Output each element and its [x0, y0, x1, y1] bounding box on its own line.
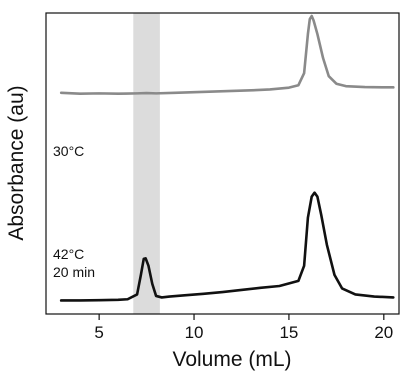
plot-frame — [45, 12, 400, 315]
series-line-1 — [59, 191, 395, 302]
series-layer — [59, 14, 395, 302]
axes-layer — [45, 12, 400, 315]
x-tick-label: 5 — [94, 323, 103, 342]
annotation-20min: 20 min — [53, 264, 95, 280]
x-ticks-layer: 5 10 15 20 — [94, 314, 393, 342]
annotation-30c: 30°C — [53, 143, 84, 159]
shaded-region-layer — [133, 13, 160, 314]
series-line-0 — [59, 14, 395, 95]
annotation-42c: 42°C — [53, 246, 84, 262]
x-tick-label: 15 — [279, 323, 298, 342]
y-axis-title: Absorbance (au) — [5, 85, 28, 240]
x-tick-label: 20 — [374, 323, 393, 342]
x-tick-label: 10 — [185, 323, 204, 342]
shaded-region — [133, 13, 160, 314]
x-axis-title: Volume (mL) — [172, 348, 291, 371]
